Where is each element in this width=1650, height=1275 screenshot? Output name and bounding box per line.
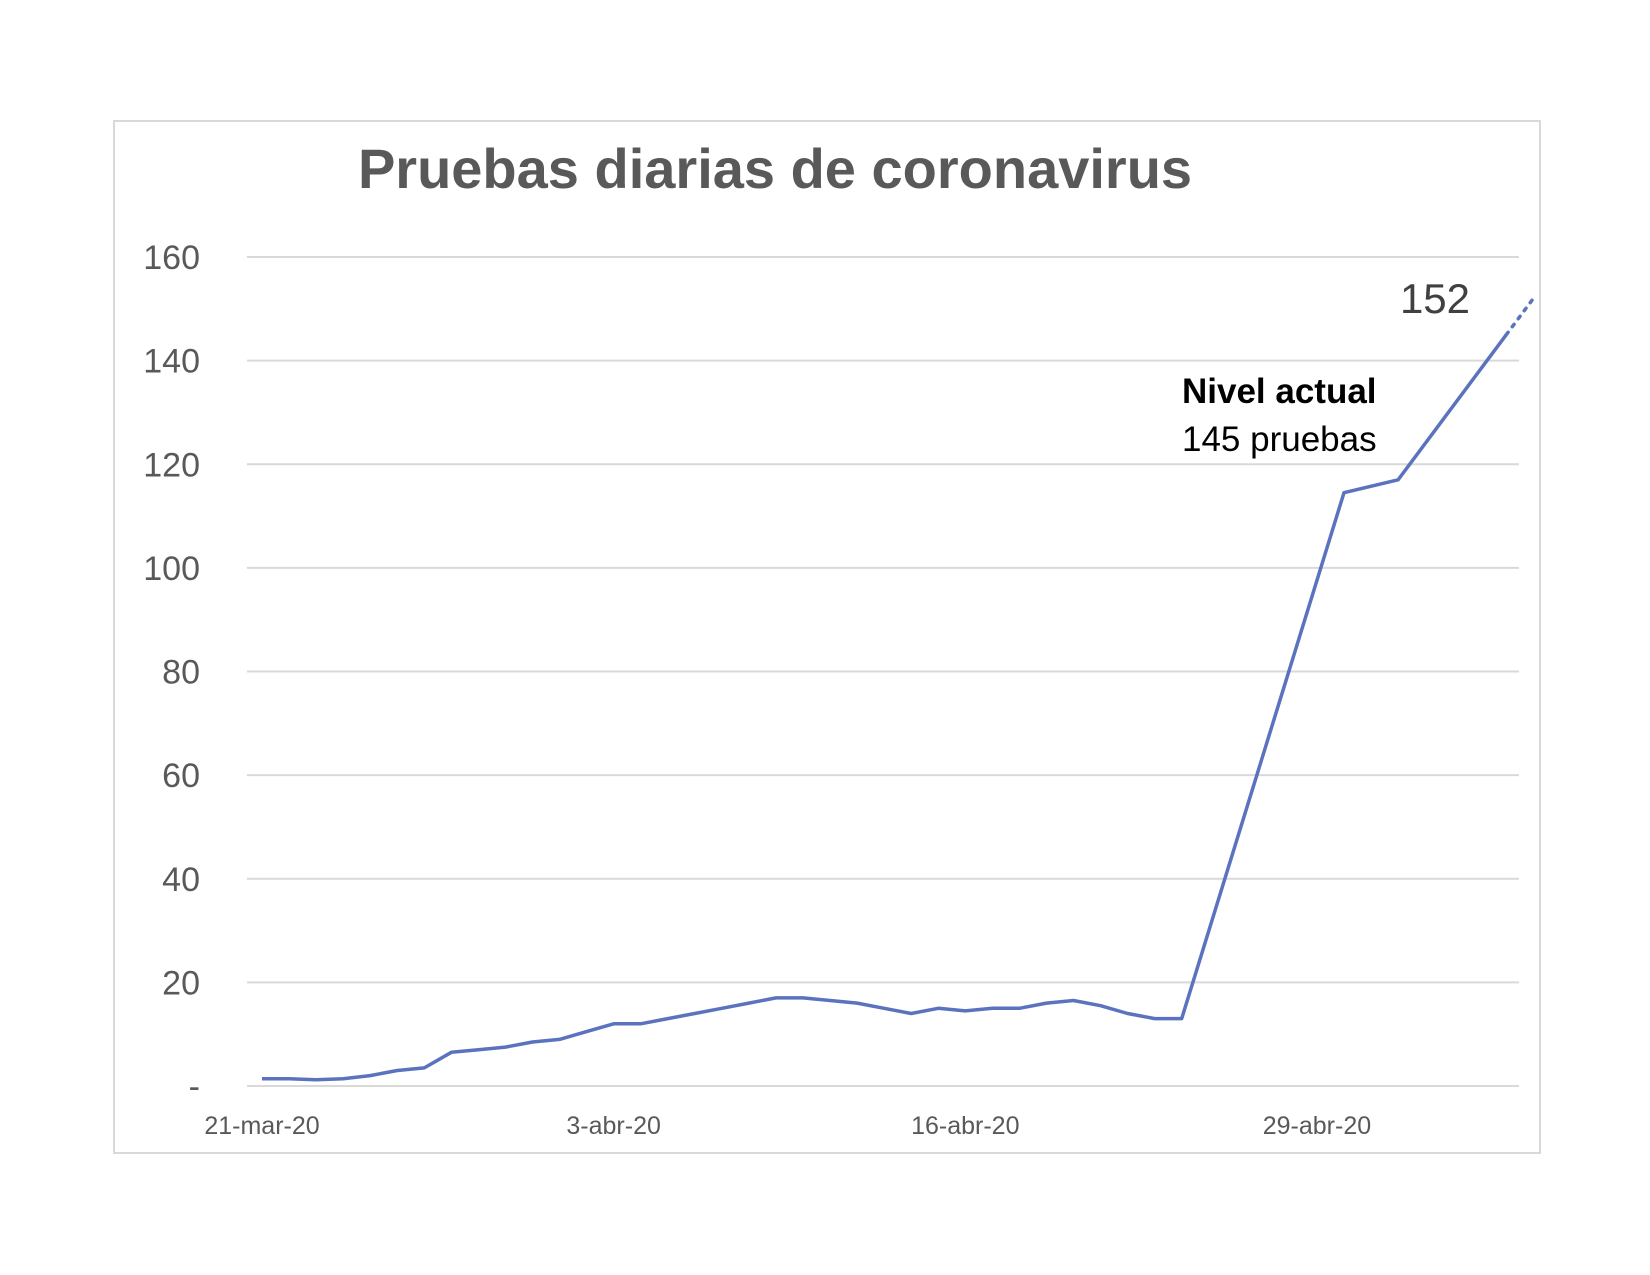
x-axis-ticks: 21-mar-20 3-abr-20 16-abr-20 29-abr-20: [204, 1112, 1371, 1140]
gridlines: [247, 256, 1519, 1087]
x-tick-label: 16-abr-20: [911, 1112, 1019, 1140]
y-tick-label: 100: [143, 550, 200, 588]
y-tick-label: 120: [143, 446, 200, 484]
y-tick-label: 160: [143, 239, 200, 277]
y-tick-label: 140: [143, 343, 200, 381]
projected-value-label: 152: [1400, 275, 1470, 322]
y-tick-label: 40: [162, 861, 200, 899]
x-tick-label: 29-abr-20: [1263, 1112, 1371, 1140]
annotation-title: Nivel actual: [1182, 372, 1377, 411]
y-tick-label: -: [189, 1068, 200, 1106]
y-tick-label: 80: [162, 654, 200, 692]
x-tick-label: 21-mar-20: [204, 1112, 319, 1140]
y-tick-label: 60: [162, 757, 200, 795]
y-axis-ticks: - 20 40 60 80 100 120 140 160: [143, 239, 200, 1106]
y-tick-label: 20: [162, 964, 200, 1002]
series-group: [262, 296, 1536, 1082]
projection-line: [1504, 296, 1536, 337]
chart-title: Pruebas diarias de coronavirus: [358, 137, 1192, 200]
x-tick-label: 3-abr-20: [566, 1112, 661, 1140]
annotation-value: 145 pruebas: [1182, 420, 1377, 459]
series-line: [262, 333, 1508, 1082]
